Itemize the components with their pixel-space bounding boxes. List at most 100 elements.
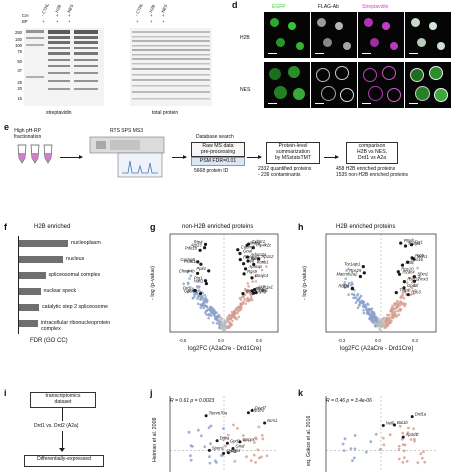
data-point — [257, 456, 261, 460]
data-point — [352, 456, 356, 460]
gene-label: Ptg1 — [194, 276, 203, 281]
data-point — [196, 302, 200, 306]
gene-label: Mdca — [250, 240, 261, 245]
data-point — [398, 300, 402, 304]
data-point — [208, 461, 212, 465]
data-point — [353, 288, 356, 292]
data-point — [386, 318, 389, 321]
data-point — [252, 453, 256, 457]
data-point — [182, 282, 185, 286]
data-point — [245, 299, 249, 302]
highlighted-point — [226, 451, 230, 455]
go-term-label: spliceosomal complex — [48, 272, 101, 278]
data-point — [228, 313, 231, 317]
highlighted-point — [207, 448, 211, 452]
gene-label: Kcnb1 — [257, 259, 269, 264]
data-point — [341, 442, 345, 446]
contaminants: - 239 contaminants — [258, 172, 301, 178]
highlighted-point — [410, 415, 414, 419]
data-point — [265, 454, 269, 458]
data-point — [257, 425, 261, 429]
data-point — [203, 294, 207, 297]
data-point — [372, 311, 376, 314]
gene-label: Ap3d1 — [405, 432, 418, 437]
data-point — [350, 292, 354, 296]
highlighted-point — [199, 262, 203, 266]
i-arrowhead — [59, 448, 65, 452]
data-point — [222, 327, 225, 331]
data-point — [220, 454, 223, 457]
gene-label: Rasgrp2 — [243, 255, 259, 260]
mw-markers: 250 150 100 75 50 37 25 20 15 — [15, 30, 22, 101]
data-point — [408, 276, 412, 280]
data-point — [389, 309, 393, 313]
data-point — [193, 295, 197, 298]
data-point — [343, 283, 346, 286]
data-point — [407, 288, 411, 292]
highlighted-point — [397, 272, 402, 276]
data-point — [369, 308, 373, 311]
data-point — [202, 301, 206, 304]
data-point — [204, 304, 207, 308]
gene-label: Pde1b — [185, 245, 198, 250]
image-nes-merge — [405, 62, 451, 108]
data-point — [205, 313, 208, 316]
go-term-label: nucleus — [66, 256, 85, 262]
gene-label: Drd1a — [415, 412, 427, 417]
lane-label: H2B — [54, 3, 63, 14]
data-point — [386, 313, 389, 317]
highlighted-point — [257, 257, 261, 261]
data-point — [197, 289, 201, 292]
data-point — [380, 324, 384, 327]
data-point — [237, 305, 240, 309]
data-point — [218, 323, 221, 327]
cre-row-label: Cre — [22, 13, 29, 18]
gene-label: Nos1 — [251, 256, 261, 261]
data-point — [247, 297, 250, 301]
data-point — [412, 427, 415, 431]
data-point — [361, 300, 364, 303]
highlighted-point — [361, 265, 365, 269]
highlighted-point — [401, 435, 405, 439]
data-point — [206, 299, 209, 302]
total-protein-bands — [132, 31, 210, 100]
data-point — [382, 443, 386, 447]
gene-label: Gnpps — [243, 437, 256, 442]
gene-label: Ppil4 — [196, 266, 206, 271]
image-nes-egfp — [264, 62, 310, 108]
gene-label: Ap1s2 — [261, 254, 275, 259]
data-point — [208, 455, 211, 459]
highlighted-point — [400, 263, 405, 267]
data-point — [386, 324, 390, 328]
highlighted-point — [241, 292, 245, 296]
gene-label: Fxr1 — [415, 240, 423, 245]
data-point — [242, 294, 245, 298]
panel-f-title: H2B enriched — [34, 224, 71, 230]
gene-label: Tor1aip1 — [344, 262, 360, 267]
data-point — [239, 302, 242, 306]
data-point — [397, 444, 401, 448]
data-point — [243, 297, 246, 301]
gene-label: Gnal — [236, 444, 246, 449]
gene-label: Cadm2 — [241, 245, 255, 250]
data-point — [419, 452, 423, 456]
data-point — [351, 282, 354, 286]
highlighted-point — [236, 248, 240, 252]
data-point — [204, 311, 207, 314]
data-point — [244, 439, 247, 442]
column-label-streptavidin: Streptavidin — [362, 4, 389, 10]
data-point — [187, 269, 190, 273]
data-point — [222, 427, 225, 430]
data-point — [409, 438, 413, 441]
data-point — [209, 424, 213, 428]
highlighted-point — [412, 275, 416, 279]
highlighted-point — [250, 289, 254, 293]
gene-label: Rps16 — [411, 257, 424, 262]
arrow-to-db — [172, 155, 187, 159]
data-point — [260, 455, 263, 459]
data-point — [356, 294, 359, 297]
data-point — [235, 317, 239, 321]
data-point — [250, 296, 253, 300]
data-point — [223, 325, 226, 328]
data-point — [224, 444, 227, 448]
